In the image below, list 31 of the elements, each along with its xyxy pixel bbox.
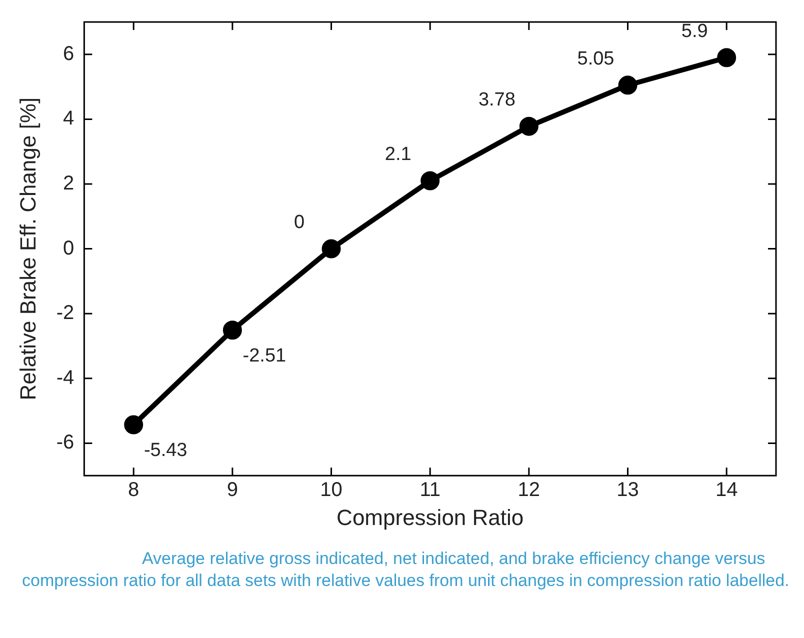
- data-label: 3.78: [478, 90, 516, 111]
- x-tick-label: 14: [715, 479, 738, 502]
- x-tick-label: 13: [616, 479, 639, 502]
- point: [519, 116, 538, 136]
- data-label: -5.43: [144, 440, 188, 461]
- x-tick-label: 12: [518, 479, 540, 502]
- x-axis-title: Compression Ratio: [336, 504, 524, 530]
- data-label: -2.51: [242, 345, 286, 366]
- point: [618, 76, 638, 95]
- point: [717, 48, 736, 68]
- x-tick-label: 9: [226, 479, 238, 502]
- point: [222, 320, 242, 340]
- y-tick-label: -4: [56, 366, 74, 389]
- data-label: 0: [294, 212, 305, 234]
- data-label: 2.1: [384, 144, 412, 165]
- y-tick-label: -2: [56, 302, 74, 324]
- text: Average relative gross indicated, net indicated, and brake efficiency change versus compression ratio for all data sets with relative values from unit changes in compression ratio labelled.: [22, 548, 790, 592]
- y-tick-label: 2: [63, 172, 74, 195]
- y-tick-label: 0: [63, 237, 74, 260]
- x-tick-label: 10: [320, 479, 342, 502]
- point: [124, 415, 144, 434]
- y-tick-label: 4: [63, 108, 74, 130]
- x-tick-label: 8: [128, 479, 140, 502]
- y-tick-label: -6: [56, 432, 74, 454]
- data-label: 5.05: [577, 48, 614, 70]
- y-tick-label: 6: [63, 42, 74, 65]
- data-label: 5.9: [681, 20, 708, 42]
- point: [420, 171, 440, 190]
- x-tick-label: 11: [420, 479, 440, 502]
- y-axis-title: Relative Brake Eff. Change [%]: [15, 97, 40, 400]
- point: [322, 239, 341, 258]
